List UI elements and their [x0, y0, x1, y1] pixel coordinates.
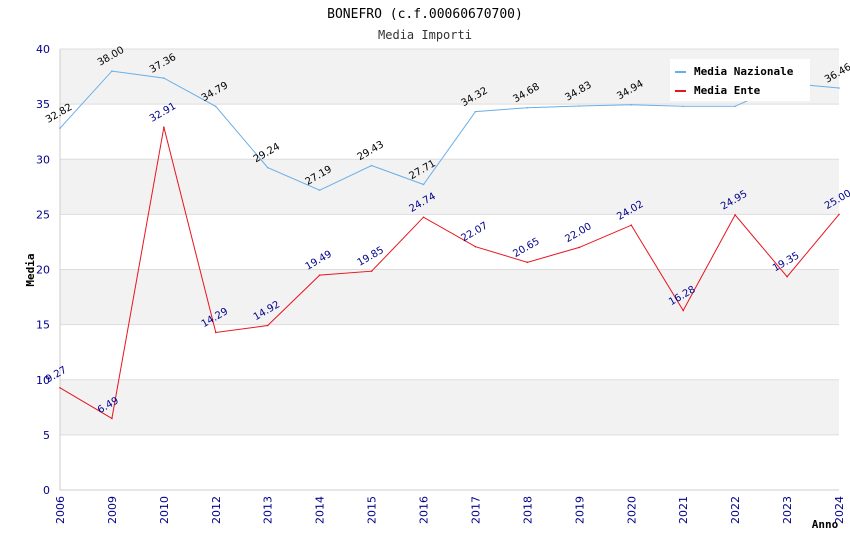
data-point-ente-2024	[838, 213, 840, 216]
legend-box	[670, 59, 810, 101]
y-tick-label-15: 15	[36, 319, 50, 332]
data-point-ente-2010	[163, 126, 165, 128]
x-tick-label-2016: 2016	[418, 496, 431, 524]
series-line-nazionale	[59, 70, 840, 191]
band-15-20	[60, 269, 839, 325]
data-point-nazionale-2006	[59, 127, 61, 129]
data-point-ente-2023	[786, 275, 788, 278]
band-5-10	[60, 379, 839, 435]
y-tick-label-35: 35	[36, 98, 50, 111]
band-10-15	[60, 324, 839, 380]
x-tick-label-2023: 2023	[781, 496, 794, 524]
data-point-nazionale-2021	[682, 105, 684, 108]
data-point-nazionale-2018	[526, 106, 529, 109]
data-point-nazionale-2012	[215, 105, 217, 108]
data-point-ente-2012	[215, 331, 217, 334]
data-point-ente-2016	[422, 216, 425, 219]
data-point-ente-2013	[266, 324, 269, 327]
data-point-nazionale-2017	[474, 110, 477, 113]
x-tick-label-2009: 2009	[106, 496, 119, 524]
data-point-nazionale-2014	[318, 189, 321, 192]
x-axis-label: Anno	[812, 518, 839, 531]
band-0-5	[60, 434, 839, 490]
x-tick-label-2017: 2017	[469, 496, 482, 524]
x-tick-label-2013: 2013	[262, 496, 275, 524]
data-point-nazionale-2009	[111, 70, 113, 72]
y-tick-label-20: 20	[36, 264, 50, 277]
x-tick-label-2024: 2024	[833, 496, 846, 524]
x-tick-label-2006: 2006	[54, 496, 67, 524]
x-tick-label-2020: 2020	[625, 496, 638, 524]
data-point-ente-2020	[630, 224, 633, 226]
data-point-nazionale-2020	[630, 103, 633, 106]
x-tick-label-2018: 2018	[521, 496, 534, 524]
y-axis-label: Media	[24, 253, 37, 286]
x-tick-label-2012: 2012	[210, 496, 223, 524]
y-tick-label-40: 40	[36, 43, 50, 56]
data-point-ente-2015	[370, 270, 373, 272]
band-25-30	[60, 159, 839, 215]
series-lines	[59, 70, 840, 420]
data-point-ente-2021	[682, 309, 684, 312]
y-tick-label-30: 30	[36, 153, 50, 166]
band-20-25	[60, 214, 839, 270]
legend-label-ente: Media Ente	[694, 84, 761, 97]
y-tick-label-25: 25	[36, 208, 50, 221]
data-point-ente-2022	[734, 214, 736, 216]
x-tick-label-2015: 2015	[366, 496, 379, 524]
x-tick-label-2014: 2014	[314, 496, 327, 524]
data-point-nazionale-2022	[734, 105, 736, 108]
data-point-nazionale-2019	[578, 105, 581, 107]
data-point-ente-2009	[111, 417, 113, 420]
x-tick-label-2010: 2010	[158, 496, 171, 524]
x-axis-ticks: 2006 2009 2010 2012 2013 2014 2015 2016 2017 2018…	[54, 496, 846, 524]
legend-label-nazionale: Media Nazionale	[694, 65, 794, 78]
axes	[59, 49, 839, 491]
y-axis-ticks: 0 5 10 15 20 25 30 35 40	[36, 43, 50, 497]
y-tick-label-5: 5	[43, 429, 50, 442]
chart-title: BONEFRO (c.f.00060670700)	[327, 7, 523, 22]
data-point-nazionale-2015	[370, 164, 373, 167]
data-point-nazionale-2010	[163, 77, 165, 79]
data-point-ente-2014	[318, 274, 321, 276]
chart-subtitle: Media Importi	[378, 28, 472, 42]
data-point-nazionale-2016	[422, 183, 425, 186]
series-line-ente	[59, 127, 840, 420]
band-30-35	[60, 104, 839, 160]
legend: Media Nazionale Media Ente	[670, 59, 810, 101]
x-tick-label-2022: 2022	[729, 496, 742, 524]
data-point-ente-2019	[578, 246, 581, 249]
data-point-nazionale-2024	[838, 87, 840, 89]
data-point-ente-2018	[526, 261, 529, 264]
data-point-ente-2017	[474, 245, 477, 248]
data-point-nazionale-2013	[266, 166, 269, 169]
x-tick-label-2021: 2021	[677, 496, 690, 524]
plot-background-bands	[60, 49, 839, 490]
x-tick-label-2019: 2019	[573, 496, 586, 524]
y-tick-label-10: 10	[36, 374, 50, 387]
data-point-ente-2006	[59, 386, 61, 389]
y-tick-label-0: 0	[43, 484, 50, 497]
